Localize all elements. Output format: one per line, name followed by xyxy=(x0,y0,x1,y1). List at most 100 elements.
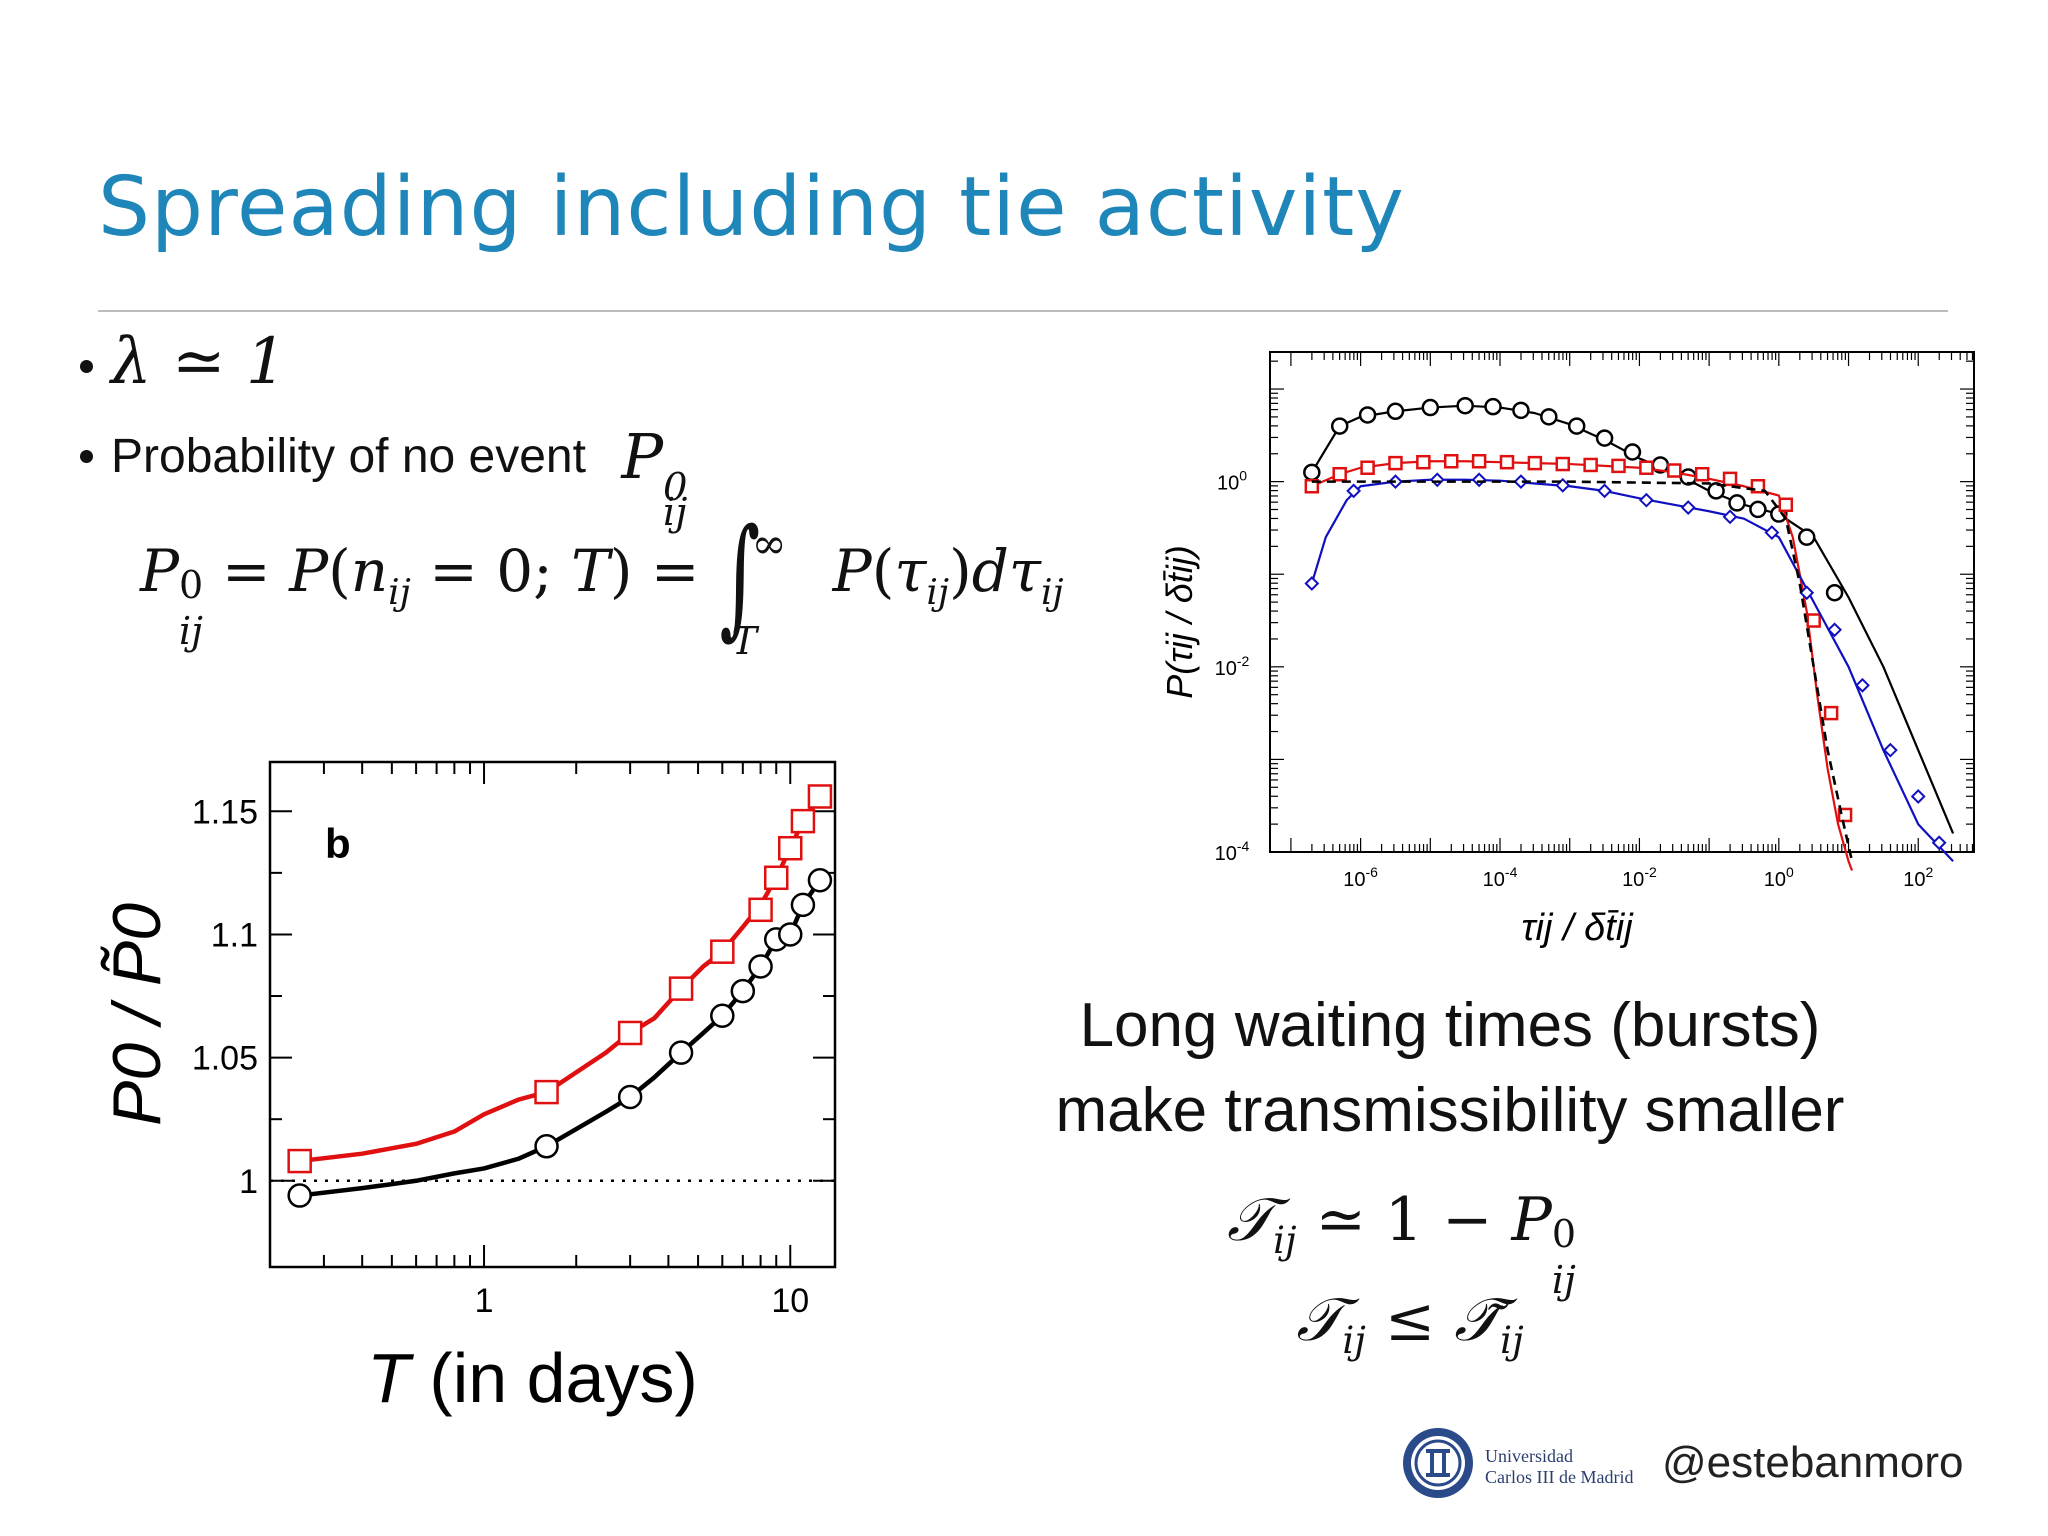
series-0-marker xyxy=(534,1079,559,1105)
x-tick-label: 102 xyxy=(1903,864,1933,891)
series-0-marker xyxy=(1456,396,1474,415)
series-line-0 xyxy=(1310,404,1955,834)
series-0-marker xyxy=(1330,417,1349,435)
series-0-marker xyxy=(1540,408,1558,426)
x-tick-label: 10-6 xyxy=(1343,864,1378,891)
series-2-marker xyxy=(1429,472,1445,488)
series-1-marker xyxy=(807,867,833,893)
series-0-marker xyxy=(287,1148,312,1174)
y-tick-label: 1.1 xyxy=(211,916,258,954)
series-1-marker xyxy=(1639,460,1654,475)
slide-title: Spreading including tie activity xyxy=(98,160,1405,255)
series-line-3 xyxy=(1311,480,1854,862)
series-1-marker xyxy=(534,1134,559,1159)
series-1-marker xyxy=(1778,497,1794,513)
university-seal-logo xyxy=(1403,1428,1473,1498)
y-tick-label: 1 xyxy=(239,1163,258,1201)
series-2-marker xyxy=(1910,789,1926,804)
author-handle: @estebanmoro xyxy=(1662,1438,1964,1487)
series-1-marker xyxy=(1499,454,1515,470)
series-0-marker xyxy=(1484,397,1502,416)
series-0-marker xyxy=(1825,583,1844,602)
university-line-1: Universidad xyxy=(1485,1446,1573,1466)
series-2-marker xyxy=(1931,835,1947,851)
series-1-marker xyxy=(1823,705,1839,721)
y-tick-label: 1.05 xyxy=(192,1040,258,1078)
series-2-marker xyxy=(1638,492,1654,508)
series-0-marker xyxy=(617,1020,643,1046)
series-1-marker xyxy=(1443,454,1459,469)
y-tick-label: 10-4 xyxy=(1215,838,1250,865)
series-1-marker xyxy=(1388,455,1403,471)
series-1-marker xyxy=(1527,455,1543,471)
series-0-marker xyxy=(1303,463,1321,482)
plot-frame xyxy=(268,760,837,1269)
series-0-marker xyxy=(748,897,773,923)
series-0-marker xyxy=(1421,398,1440,417)
bullet-dot xyxy=(80,360,93,373)
y-tick-label: 100 xyxy=(1217,468,1247,495)
y-tick-label: 10-2 xyxy=(1215,653,1250,680)
series-1-marker xyxy=(1304,479,1320,494)
series-1-marker xyxy=(668,1040,694,1065)
x-tick-label: 1 xyxy=(475,1282,494,1320)
series-1-marker xyxy=(617,1084,643,1110)
equation-transmissibility: 𝒯ij ≃ 1 − P 0 ij xyxy=(1227,1185,1577,1302)
series-2-marker xyxy=(1855,677,1870,693)
series-0-marker xyxy=(1623,443,1642,461)
bullet-no-event: Probability of no event P 0 ij xyxy=(80,420,688,535)
caption-line-2: make transmissibility smaller xyxy=(1055,1076,1845,1145)
series-0-marker xyxy=(778,835,803,861)
series-0-marker xyxy=(1749,500,1767,519)
series-2-marker xyxy=(1799,585,1815,601)
bullet-no-event-text: Probability of no event xyxy=(111,430,586,483)
series-1-marker xyxy=(1611,458,1626,474)
p-ij0-symbol: P 0 ij xyxy=(621,420,688,535)
series-2-marker xyxy=(1827,622,1843,638)
series-0-marker xyxy=(1728,494,1746,512)
series-1-marker xyxy=(1471,454,1487,469)
series-2-marker xyxy=(1471,472,1487,488)
series-1-marker xyxy=(1583,457,1598,473)
series-1-marker xyxy=(1722,471,1738,487)
series-2-marker xyxy=(1882,742,1898,758)
x-axis-title: τij / δt̄ij xyxy=(1521,907,1634,949)
series-0-marker xyxy=(1512,401,1530,420)
series-0-marker xyxy=(1567,417,1586,435)
university-name: Universidad Carlos III de Madrid xyxy=(1485,1446,1633,1488)
series-0-marker xyxy=(1595,429,1614,447)
series-0-marker xyxy=(807,784,833,809)
series-0-marker xyxy=(668,976,694,1001)
series-0-marker xyxy=(790,808,816,834)
university-line-2: Carlos III de Madrid xyxy=(1485,1467,1634,1487)
series-1-marker xyxy=(1806,613,1821,628)
series-1-marker xyxy=(778,922,803,947)
bullet-lambda-text: λ ≃ 1 xyxy=(111,325,287,399)
p0-ratio-chart: 1 10 1 1.05 1.1 1.15 b T (in days) P0 / P̃0 xyxy=(99,760,837,1417)
series-line-1 xyxy=(1311,460,1854,871)
series-1-marker xyxy=(287,1183,312,1208)
x-tick-label: 100 xyxy=(1764,864,1794,891)
series-1-marker xyxy=(710,1003,735,1028)
series-2-marker xyxy=(1513,474,1529,490)
series-2-marker xyxy=(1555,477,1571,493)
waiting-time-chart: 10-6 10-4 10-2 100 102 10-4 10-2 100 τij / δt̄ij… xyxy=(1159,351,1975,949)
series-0-marker xyxy=(1797,528,1816,546)
series-1-marker xyxy=(730,978,756,1004)
series-1-marker xyxy=(1667,463,1682,478)
series-2-marker xyxy=(1304,576,1320,591)
series-1-marker xyxy=(748,954,773,979)
series-0-marker xyxy=(1707,482,1725,500)
series-0-marker xyxy=(1386,402,1405,421)
series-line-2 xyxy=(1310,478,1954,863)
x-axis-title: T (in days) xyxy=(367,1339,698,1417)
series-0-marker xyxy=(763,865,789,891)
title-divider xyxy=(98,310,1948,312)
series-1-marker xyxy=(1416,454,1431,470)
equation-transmissibility-inequality: 𝒯ij ≤ 𝒯̃ij xyxy=(1296,1285,1524,1363)
series-2-marker xyxy=(1597,483,1612,499)
series-1-marker xyxy=(1360,460,1375,475)
panel-label: b xyxy=(325,820,351,867)
series-2-marker xyxy=(1764,525,1780,540)
bullet-lambda: λ ≃ 1 xyxy=(80,325,287,399)
